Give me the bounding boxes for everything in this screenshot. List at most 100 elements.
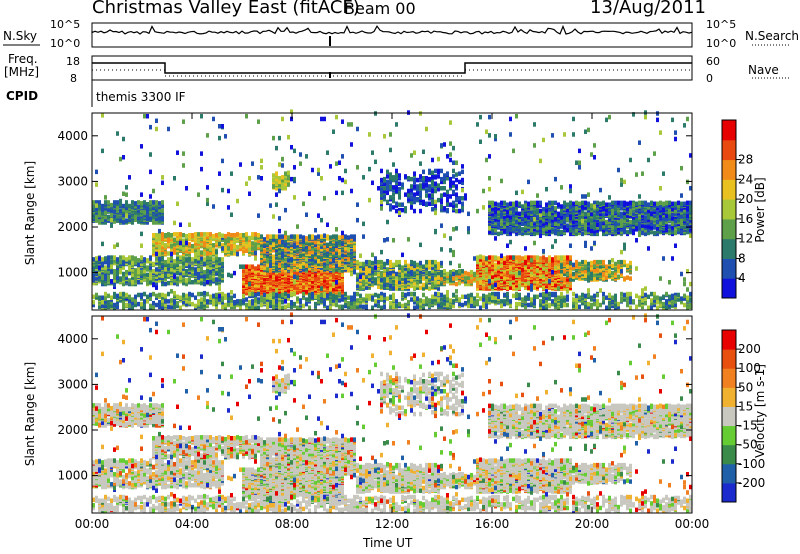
range-gate-cell (104, 256, 107, 261)
range-gate-cell (431, 265, 434, 270)
range-gate-cell (338, 268, 341, 273)
range-gate-cell (419, 208, 422, 214)
range-gate-cell (347, 256, 350, 261)
range-gate-cell (158, 201, 161, 206)
range-gate-cell (122, 212, 125, 218)
range-gate-cell (152, 205, 155, 211)
range-gate-cell (254, 242, 257, 247)
range-gate-cell (275, 234, 278, 239)
range-gate-cell (383, 282, 386, 288)
range-gate-cell (122, 271, 125, 277)
range-gate-cell (254, 232, 257, 237)
range-gate-cell (128, 270, 131, 276)
range-gate-cell (260, 234, 263, 239)
range-gate-cell (173, 237, 176, 243)
range-gate-cell (212, 248, 215, 253)
range-gate-cell (206, 255, 209, 260)
range-gate-cell (92, 200, 95, 205)
range-gate-cell (254, 235, 257, 241)
range-gate-cell (521, 221, 524, 227)
range-gate-cell (308, 279, 311, 285)
range-gate-cell (500, 200, 503, 206)
range-gate-cell (422, 184, 425, 189)
range-gate-cell (137, 261, 140, 267)
range-gate-cell (425, 201, 428, 207)
sky-tick-top-right: 10^5 (706, 18, 737, 31)
range-gate-cell (347, 235, 350, 240)
range-gate-cell (383, 275, 386, 280)
range-gate-cell (131, 275, 134, 280)
range-gate-cell (107, 255, 110, 260)
range-gate-cell (416, 282, 419, 288)
range-gate-cell (179, 259, 182, 265)
range-gate-cell (122, 265, 125, 270)
range-gate-cell (212, 233, 215, 239)
range-gate-cell (263, 237, 266, 242)
range-gate-cell (95, 200, 98, 205)
range-gate-cell (353, 234, 356, 239)
range-gate-cell (410, 190, 413, 196)
range-gate-cell (305, 244, 308, 249)
range-gate-cell (173, 278, 176, 283)
range-gate-cell (182, 278, 185, 283)
range-gate-cell (182, 269, 185, 274)
range-gate-cell (239, 232, 242, 238)
range-gate-cell (425, 188, 428, 194)
range-gate-cell (398, 259, 401, 265)
range-gate-cell (509, 201, 512, 207)
range-gate-cell (386, 199, 389, 205)
range-gate-cell (215, 255, 218, 260)
range-gate-cell (284, 263, 287, 269)
range-gate-cell (347, 243, 350, 248)
range-gate-cell (221, 257, 224, 262)
range-gate-cell (428, 184, 431, 189)
range-gate-cell (332, 249, 335, 255)
range-gate-cell (371, 269, 374, 274)
range-gate-cell (440, 204, 443, 209)
range-gate-cell (203, 241, 206, 246)
range-gate-cell (188, 263, 191, 269)
range-gate-cell (284, 268, 287, 273)
range-gate-cell (260, 263, 263, 269)
range-gate-cell (437, 261, 440, 267)
range-gate-cell (95, 269, 98, 274)
range-gate-cell (146, 201, 149, 207)
range-gate-cell (170, 232, 173, 238)
range-gate-cell (401, 185, 404, 190)
nave-tick-top: 60 (706, 55, 720, 68)
range-gate-cell (458, 171, 461, 176)
range-gate-cell (389, 207, 392, 212)
range-gate-cell (179, 275, 182, 280)
range-gate-cell (428, 187, 431, 193)
range-gate-cell (164, 281, 167, 287)
range-gate-cell (143, 261, 146, 267)
range-gate-cell (206, 234, 209, 240)
range-gate-cell (194, 243, 197, 249)
range-gate-cell (170, 243, 173, 249)
range-gate-cell (419, 183, 422, 188)
range-gate-cell (275, 238, 278, 244)
range-gate-cell (494, 201, 497, 207)
range-gate-cell (176, 259, 179, 265)
range-gate-cell (392, 185, 395, 190)
range-gate-cell (383, 188, 386, 194)
range-gate-cell (467, 271, 470, 277)
range-gate-cell (494, 262, 497, 268)
range-gate-cell (245, 246, 248, 252)
range-gate-cell (167, 257, 170, 262)
range-gate-cell (428, 265, 431, 270)
range-gate-cell (128, 258, 131, 264)
range-gate-cell (329, 238, 332, 244)
range-gate-cell (365, 285, 368, 290)
range-gate-cell (113, 279, 116, 284)
range-gate-cell (113, 200, 116, 205)
range-gate-cell (212, 277, 215, 282)
range-gate-cell (404, 174, 407, 179)
range-gate-cell (326, 262, 329, 268)
range-gate-cell (482, 275, 485, 280)
range-gate-cell (134, 210, 137, 215)
range-gate-cell (176, 232, 179, 237)
range-gate-cell (404, 269, 407, 274)
range-gate-cell (98, 200, 101, 205)
range-gate-cell (206, 242, 209, 247)
